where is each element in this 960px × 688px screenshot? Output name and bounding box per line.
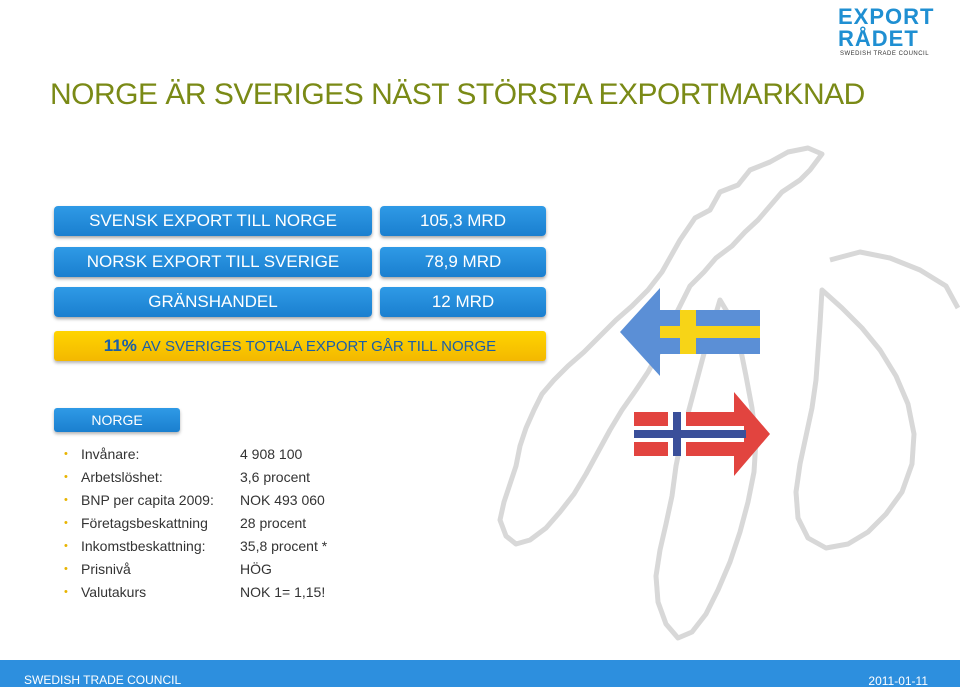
footer-bar: SWEDISH TRADE COUNCIL 2011-01-11 (0, 660, 960, 688)
fact-value: 4 908 100 (240, 446, 303, 462)
logo-line-1: EXPORT (838, 4, 935, 29)
logo-tagline: SWEDISH TRADE COUNCIL (840, 51, 930, 57)
fact-value: 35,8 procent * (240, 538, 328, 554)
finland-outline (793, 287, 917, 551)
fact-value: HÖG (240, 561, 272, 577)
fact-key: Valutakurs (81, 584, 147, 600)
bullet-icon: • (64, 448, 68, 460)
fact-key: BNP per capita 2009: (81, 492, 214, 508)
trade-label-svensk-export: SVENSK EXPORT TILL NORGE (54, 206, 372, 236)
footer-date: 2011-01-11 (868, 674, 928, 688)
export-radet-logo: EXPORT RÅDET SWEDISH TRADE COUNCIL (836, 4, 940, 60)
trade-value-svensk-export: 105,3 MRD (380, 206, 546, 236)
fact-value: NOK 493 060 (240, 492, 325, 508)
fact-key: Inkomstbeskattning: (81, 538, 206, 554)
export-share-percent: 11% (103, 336, 137, 355)
bullet-icon: • (64, 586, 68, 598)
fact-key: Arbetslöshet: (81, 469, 163, 485)
norway-flag-arrow (634, 392, 770, 476)
fact-key: Invånare: (81, 446, 140, 462)
fact-value: NOK 1= 1,15! (240, 584, 326, 600)
fact-key: Prisnivå (81, 561, 131, 577)
export-share-text: AV SVERIGES TOTALA EXPORT GÅR TILL NORGE (141, 337, 497, 355)
bullet-icon: • (64, 517, 68, 529)
bullet-icon: • (64, 563, 68, 575)
bullet-icon: • (64, 540, 68, 552)
sweden-flag-arrow (620, 288, 760, 376)
norge-section-tab: NORGE (54, 408, 180, 432)
trade-value-granshandel: 12 MRD (380, 287, 546, 317)
export-share-banner: 11% AV SVERIGES TOTALA EXPORT GÅR TILL N… (54, 331, 546, 361)
bullet-icon: • (64, 494, 68, 506)
trade-label-norsk-export: NORSK EXPORT TILL SVERIGE (54, 247, 372, 277)
footer-organization: SWEDISH TRADE COUNCIL (24, 673, 182, 687)
fact-value: 3,6 procent (240, 469, 311, 485)
logo-line-2: RÅDET (838, 26, 919, 51)
trade-value-norsk-export: 78,9 MRD (380, 247, 546, 277)
fact-key: Företagsbeskattning (81, 515, 208, 531)
trade-label-granshandel: GRÄNSHANDEL (54, 287, 372, 317)
scandinavia-map-illustration (497, 145, 960, 641)
russia-outline (829, 249, 960, 310)
norway-outline (497, 145, 825, 547)
page-title: NORGE ÄR SVERIGES NÄST STÖRSTA EXPORTMAR… (50, 78, 865, 111)
bullet-icon: • (64, 471, 68, 483)
fact-value: 28 procent (240, 515, 307, 531)
